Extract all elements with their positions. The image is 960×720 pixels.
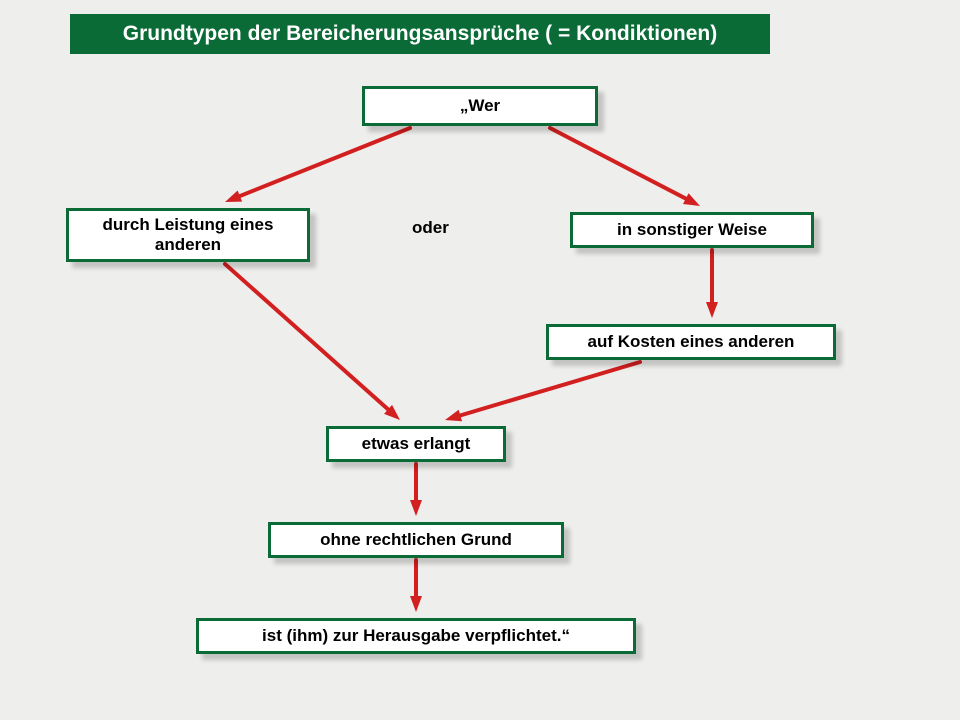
node-pflicht: ist (ihm) zur Herausgabe verpflichtet.“ — [196, 618, 636, 654]
connector-label-oder-text: oder — [412, 218, 449, 237]
node-label-wer: „Wer — [460, 96, 500, 116]
node-wer: „Wer — [362, 86, 598, 126]
node-erlangt: etwas erlangt — [326, 426, 506, 462]
node-sonstig: in sonstiger Weise — [570, 212, 814, 248]
node-grund: ohne rechtlichen Grund — [268, 522, 564, 558]
node-leistung: durch Leistung eines anderen — [66, 208, 310, 262]
page-title: Grundtypen der Bereicherungsansprüche ( … — [70, 14, 770, 54]
node-label-sonstig: in sonstiger Weise — [617, 220, 767, 240]
node-label-kosten: auf Kosten eines anderen — [588, 332, 795, 352]
node-label-grund: ohne rechtlichen Grund — [320, 530, 512, 550]
node-label-pflicht: ist (ihm) zur Herausgabe verpflichtet.“ — [262, 626, 570, 646]
connector-label-oder: oder — [412, 218, 449, 238]
node-kosten: auf Kosten eines anderen — [546, 324, 836, 360]
node-label-erlangt: etwas erlangt — [362, 434, 471, 454]
page-title-text: Grundtypen der Bereicherungsansprüche ( … — [123, 22, 718, 46]
node-label-leistung: durch Leistung eines anderen — [75, 215, 301, 256]
